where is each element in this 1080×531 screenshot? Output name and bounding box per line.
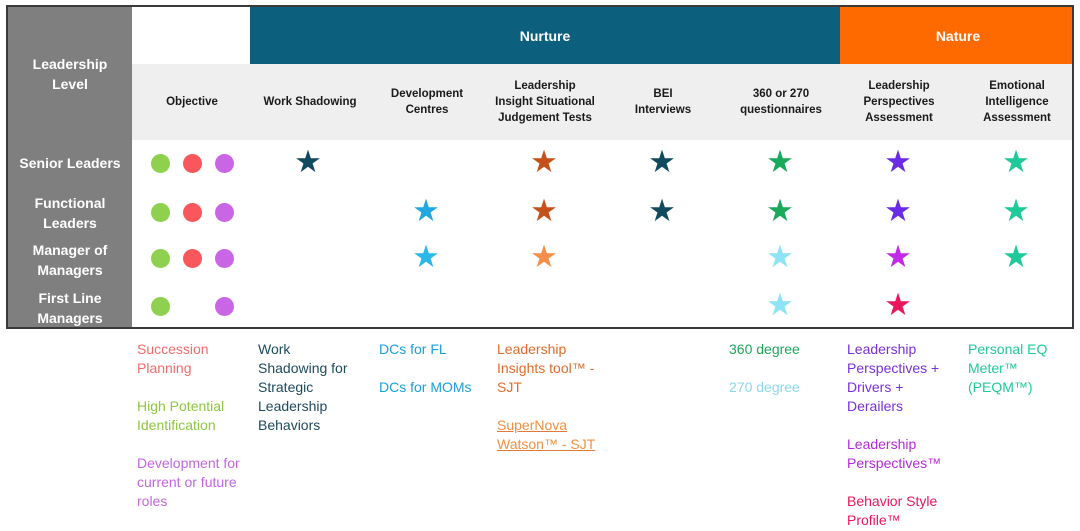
leadership-level-label: Leadership Level: [32, 55, 108, 92]
star-icon-work-shadowing: ★: [294, 144, 322, 180]
row-label-text: First Line Managers: [37, 290, 103, 326]
legend-succession-planning: Succession Planning: [137, 341, 209, 376]
nature-band: Nature: [840, 7, 1072, 64]
star-icon-development-centres: ★: [412, 193, 440, 229]
column-header-label: Emotional Intelligence Assessment: [983, 80, 1051, 124]
column-header-objective: Objective: [132, 64, 252, 140]
objective-development-dot: [214, 153, 234, 173]
nurture-label: Nurture: [519, 27, 571, 44]
legend-development-roles: Development for current or future roles: [137, 455, 240, 509]
star-icon-sjt: ★: [530, 144, 558, 180]
legend-sjt: Leadership Insights tool™ - SJT SuperNov…: [497, 340, 607, 454]
column-header-questionnaires: 360 or 270 questionnaires: [722, 64, 840, 140]
column-header-label: Leadership Insight Situational Judgement…: [495, 80, 595, 124]
legend-leadership-insights-tool: Leadership Insights tool™ - SJT: [497, 341, 595, 395]
objective-succession-dot: [182, 202, 202, 222]
column-header-label: Leadership Perspectives Assessment: [863, 80, 935, 124]
row-label-text: Manager of Managers: [32, 242, 108, 278]
legend-eq: Personal EQ Meter™ (PEQM™): [968, 340, 1068, 397]
column-header-development-centres: Development Centres: [368, 64, 486, 140]
star-icon-questionnaires: ★: [766, 287, 794, 323]
legend-leadership-perspectives: Leadership Perspectives™: [847, 436, 942, 471]
objective-succession-dot: [182, 153, 202, 173]
legend-dcs-moms: DCs for MOMs: [379, 379, 472, 395]
row-label-first-line-managers: First Line Managers: [8, 286, 132, 327]
star-icon-perspectives: ★: [884, 287, 912, 323]
column-header-label: Work Shadowing: [263, 96, 357, 108]
objective-development-dot: [214, 202, 234, 222]
blank-band: [132, 7, 250, 64]
row-label-text: Senior Leaders: [19, 155, 121, 171]
star-icon-questionnaires: ★: [766, 193, 794, 229]
legend-supernova-watson: SuperNova Watson™ - SJT: [497, 417, 596, 452]
column-header-eq: Emotional Intelligence Assessment: [958, 64, 1072, 140]
legend-behavior-style-profile: Behavior Style Profile™: [847, 493, 938, 528]
star-icon-sjt: ★: [530, 193, 558, 229]
leadership-level-header: Leadership Level: [8, 7, 132, 140]
column-header-sjt: Leadership Insight Situational Judgement…: [486, 64, 604, 140]
objective-development-dot: [214, 296, 234, 316]
objective-high-potential-dot: [150, 248, 170, 268]
star-icon-eq: ★: [1002, 239, 1030, 275]
legend-270-degree: 270 degree: [729, 379, 800, 395]
star-icon-eq: ★: [1002, 144, 1030, 180]
legend-work-shadowing: Work Shadowing for Strategic Leadership …: [258, 340, 358, 435]
row-label-senior-leaders: Senior Leaders: [8, 143, 132, 183]
objective-high-potential-dot: [150, 296, 170, 316]
star-icon-questionnaires: ★: [766, 144, 794, 180]
objective-succession-dot: [182, 248, 202, 268]
legend-work-shadowing-strategic: Work Shadowing for Strategic Leadership …: [258, 341, 348, 433]
legend-dcs-fl: DCs for FL: [379, 341, 447, 357]
legend-perspectives: Leadership Perspectives + Drivers + Dera…: [847, 340, 952, 530]
nurture-band: Nurture: [250, 7, 840, 64]
objective-high-potential-dot: [150, 202, 170, 222]
star-icon-questionnaires: ★: [766, 239, 794, 275]
column-header-work-shadowing: Work Shadowing: [252, 64, 368, 140]
legend-development-centres: DCs for FL DCs for MOMs: [379, 340, 479, 397]
star-icon-perspectives: ★: [884, 144, 912, 180]
objective-high-potential-dot: [150, 153, 170, 173]
row-label-manager-of-managers: Manager of Managers: [8, 238, 132, 282]
row-label-functional-leaders: Functional Leaders: [8, 191, 132, 235]
legend-perspectives-drivers-derailers: Leadership Perspectives + Drivers + Dera…: [847, 341, 940, 414]
star-icon-perspectives: ★: [884, 239, 912, 275]
star-icon-bei: ★: [648, 144, 676, 180]
column-header-label: 360 or 270 questionnaires: [740, 88, 822, 116]
assessment-matrix: Leadership Level Nurture Nature Objectiv…: [6, 5, 1074, 329]
nature-label: Nature: [935, 27, 981, 44]
matrix-body: [132, 140, 1072, 327]
column-header-bei: BEI Interviews: [604, 64, 722, 140]
legend-objective: Succession Planning High Potential Ident…: [137, 340, 247, 511]
star-icon-development-centres: ★: [412, 239, 440, 275]
objective-development-dot: [214, 248, 234, 268]
star-icon-eq: ★: [1002, 193, 1030, 229]
legend-personal-eq-meter: Personal EQ Meter™ (PEQM™): [968, 341, 1048, 395]
star-icon-sjt: ★: [530, 239, 558, 275]
legend-360-degree: 360 degree: [729, 341, 800, 357]
column-header-label: BEI Interviews: [634, 88, 692, 116]
legend-high-potential: High Potential Identification: [137, 398, 225, 433]
row-label-text: Functional Leaders: [34, 195, 106, 231]
column-header-label: Development Centres: [390, 88, 464, 116]
column-header-label: Objective: [166, 96, 218, 108]
legend-questionnaires: 360 degree 270 degree: [729, 340, 829, 397]
star-icon-bei: ★: [648, 193, 676, 229]
star-icon-perspectives: ★: [884, 193, 912, 229]
column-header-perspectives: Leadership Perspectives Assessment: [840, 64, 958, 140]
